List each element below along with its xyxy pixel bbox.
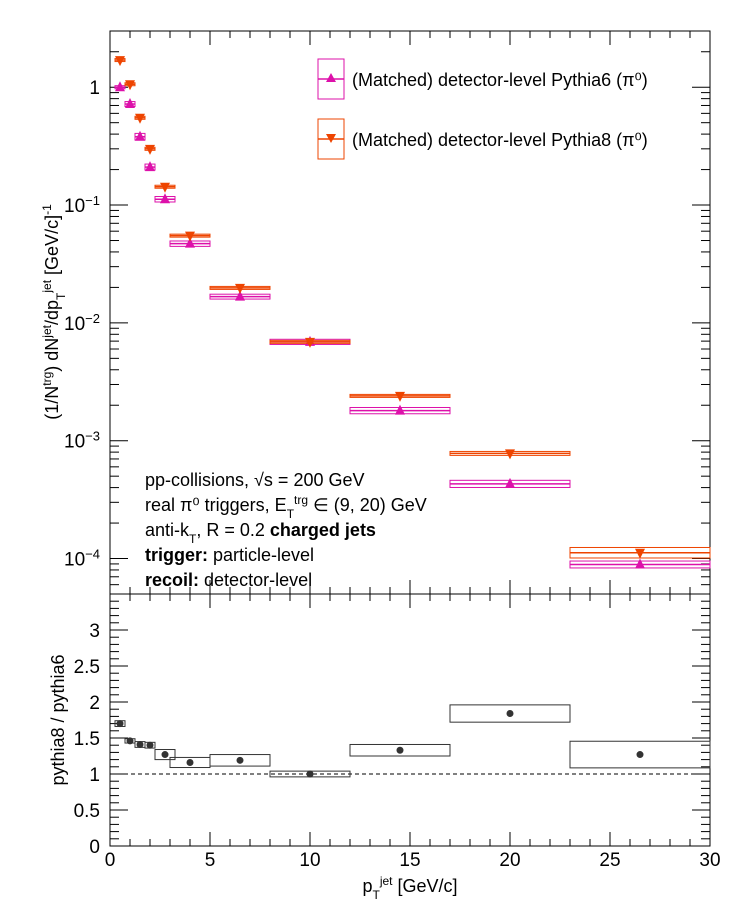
legend-label-pythia8: (Matched) detector-level Pythia8 (π⁰) (352, 130, 648, 150)
pythia6-marker (635, 558, 645, 569)
pythia6-marker (145, 161, 155, 172)
top-y-axis-label: (1/Ntrg) dNjet/dpTjet [GeV/c]-1 (40, 204, 68, 420)
annotation-trigger-level: trigger: particle-level (145, 545, 314, 565)
pythia8-marker (305, 337, 315, 348)
pythia8-marker (125, 80, 135, 91)
legend-label-pythia6: (Matched) detector-level Pythia6 (π⁰) (352, 70, 648, 90)
pythia8-marker (145, 144, 155, 155)
annotation-jets: anti-kT, R = 0.2 charged jets (145, 520, 376, 546)
legend-marker-pythia8 (326, 134, 336, 143)
pythia6-marker (235, 290, 245, 301)
ratio-sys-box (449, 704, 571, 723)
ratio-marker (396, 746, 404, 754)
annotation-block: pp-collisions, √s = 200 GeV real π⁰ trig… (145, 470, 427, 590)
x-tick-label: 10 (299, 850, 320, 871)
ratio-marker (161, 751, 169, 759)
top-y-tick-label: 10−4 (64, 546, 100, 571)
top-axis-ticks (109, 30, 711, 595)
x-tick-label: 20 (499, 850, 520, 871)
ratio-marker (186, 758, 194, 766)
x-tick-label: 15 (399, 850, 420, 871)
pythia6-marker (185, 237, 195, 248)
annotation-collision: pp-collisions, √s = 200 GeV (145, 470, 365, 490)
x-tick-label: 0 (105, 850, 116, 871)
annotation-recoil-level: recoil: detector-level (145, 570, 312, 590)
annotation-triggers: real π⁰ triggers, ETtrg ∈ (9, 20) GeV (145, 493, 427, 521)
pythia8-marker (135, 113, 145, 124)
pythia8-marker (115, 56, 125, 67)
top-y-tick-label: 10−3 (64, 428, 100, 453)
top-y-tick-label: 10−1 (64, 193, 100, 218)
ratio-marker (126, 737, 134, 745)
pythia6-marker (115, 81, 125, 92)
ratio-sys-box (349, 743, 451, 757)
x-tick-labels: 0 5 10 15 20 25 30 (105, 850, 721, 871)
ratio-marker (506, 710, 514, 718)
ratio-sys-box (154, 749, 176, 761)
pythia8-marker (505, 449, 515, 460)
ratio-marker (636, 751, 644, 759)
legend-marker-pythia6 (326, 73, 336, 82)
ratio-marker (236, 756, 244, 764)
pythia6-marker (160, 193, 170, 204)
pythia8-marker (635, 548, 645, 559)
pythia8-marker (185, 231, 195, 242)
ratio-marker (136, 740, 144, 748)
ratio-sys-box (209, 754, 271, 767)
pythia8-marker (160, 182, 170, 193)
legend: (Matched) detector-level Pythia6 (π⁰) (M… (317, 58, 648, 160)
x-tick-label: 25 (599, 850, 620, 871)
ratio-data-series (114, 704, 711, 778)
bottom-y-tick-label: 0 (89, 837, 100, 858)
bottom-y-axis-label: pythia8 / pythia6 (48, 654, 68, 785)
legend-entry-pythia8: (Matched) detector-level Pythia8 (π⁰) (317, 118, 648, 160)
ratio-sys-box (569, 740, 711, 769)
bottom-y-tick-label: 3 (89, 621, 100, 642)
bottom-y-tick-label: 2 (89, 693, 100, 714)
bottom-y-tick-labels: 0 0.5 1 1.5 2 2.5 3 (74, 621, 100, 858)
pythia6-marker (395, 404, 405, 415)
x-axis-label: pTjet [GeV/c] (362, 874, 457, 902)
top-y-tick-labels: 1 10−1 10−2 10−3 10−4 (64, 78, 100, 570)
legend-entry-pythia6: (Matched) detector-level Pythia6 (π⁰) (317, 58, 648, 100)
bottom-y-tick-label: 1 (89, 765, 100, 786)
pythia6-marker (135, 130, 145, 141)
x-tick-label: 5 (205, 850, 216, 871)
pythia6-marker (125, 98, 135, 109)
pythia8-marker (235, 283, 245, 294)
bottom-y-tick-label: 1.5 (74, 729, 100, 750)
ratio-marker (306, 770, 314, 778)
top-data-series (114, 56, 711, 569)
x-tick-label: 30 (699, 850, 720, 871)
bottom-y-tick-label: 2.5 (74, 657, 100, 678)
top-y-tick-label: 1 (89, 78, 100, 99)
bottom-y-tick-label: 0.5 (74, 801, 100, 822)
top-y-tick-label: 10−2 (64, 310, 100, 335)
pythia8-marker (395, 391, 405, 402)
pythia6-marker (505, 477, 515, 488)
bottom-axis-ticks (109, 593, 711, 847)
ratio-marker (146, 741, 154, 749)
ratio-marker (116, 720, 124, 728)
